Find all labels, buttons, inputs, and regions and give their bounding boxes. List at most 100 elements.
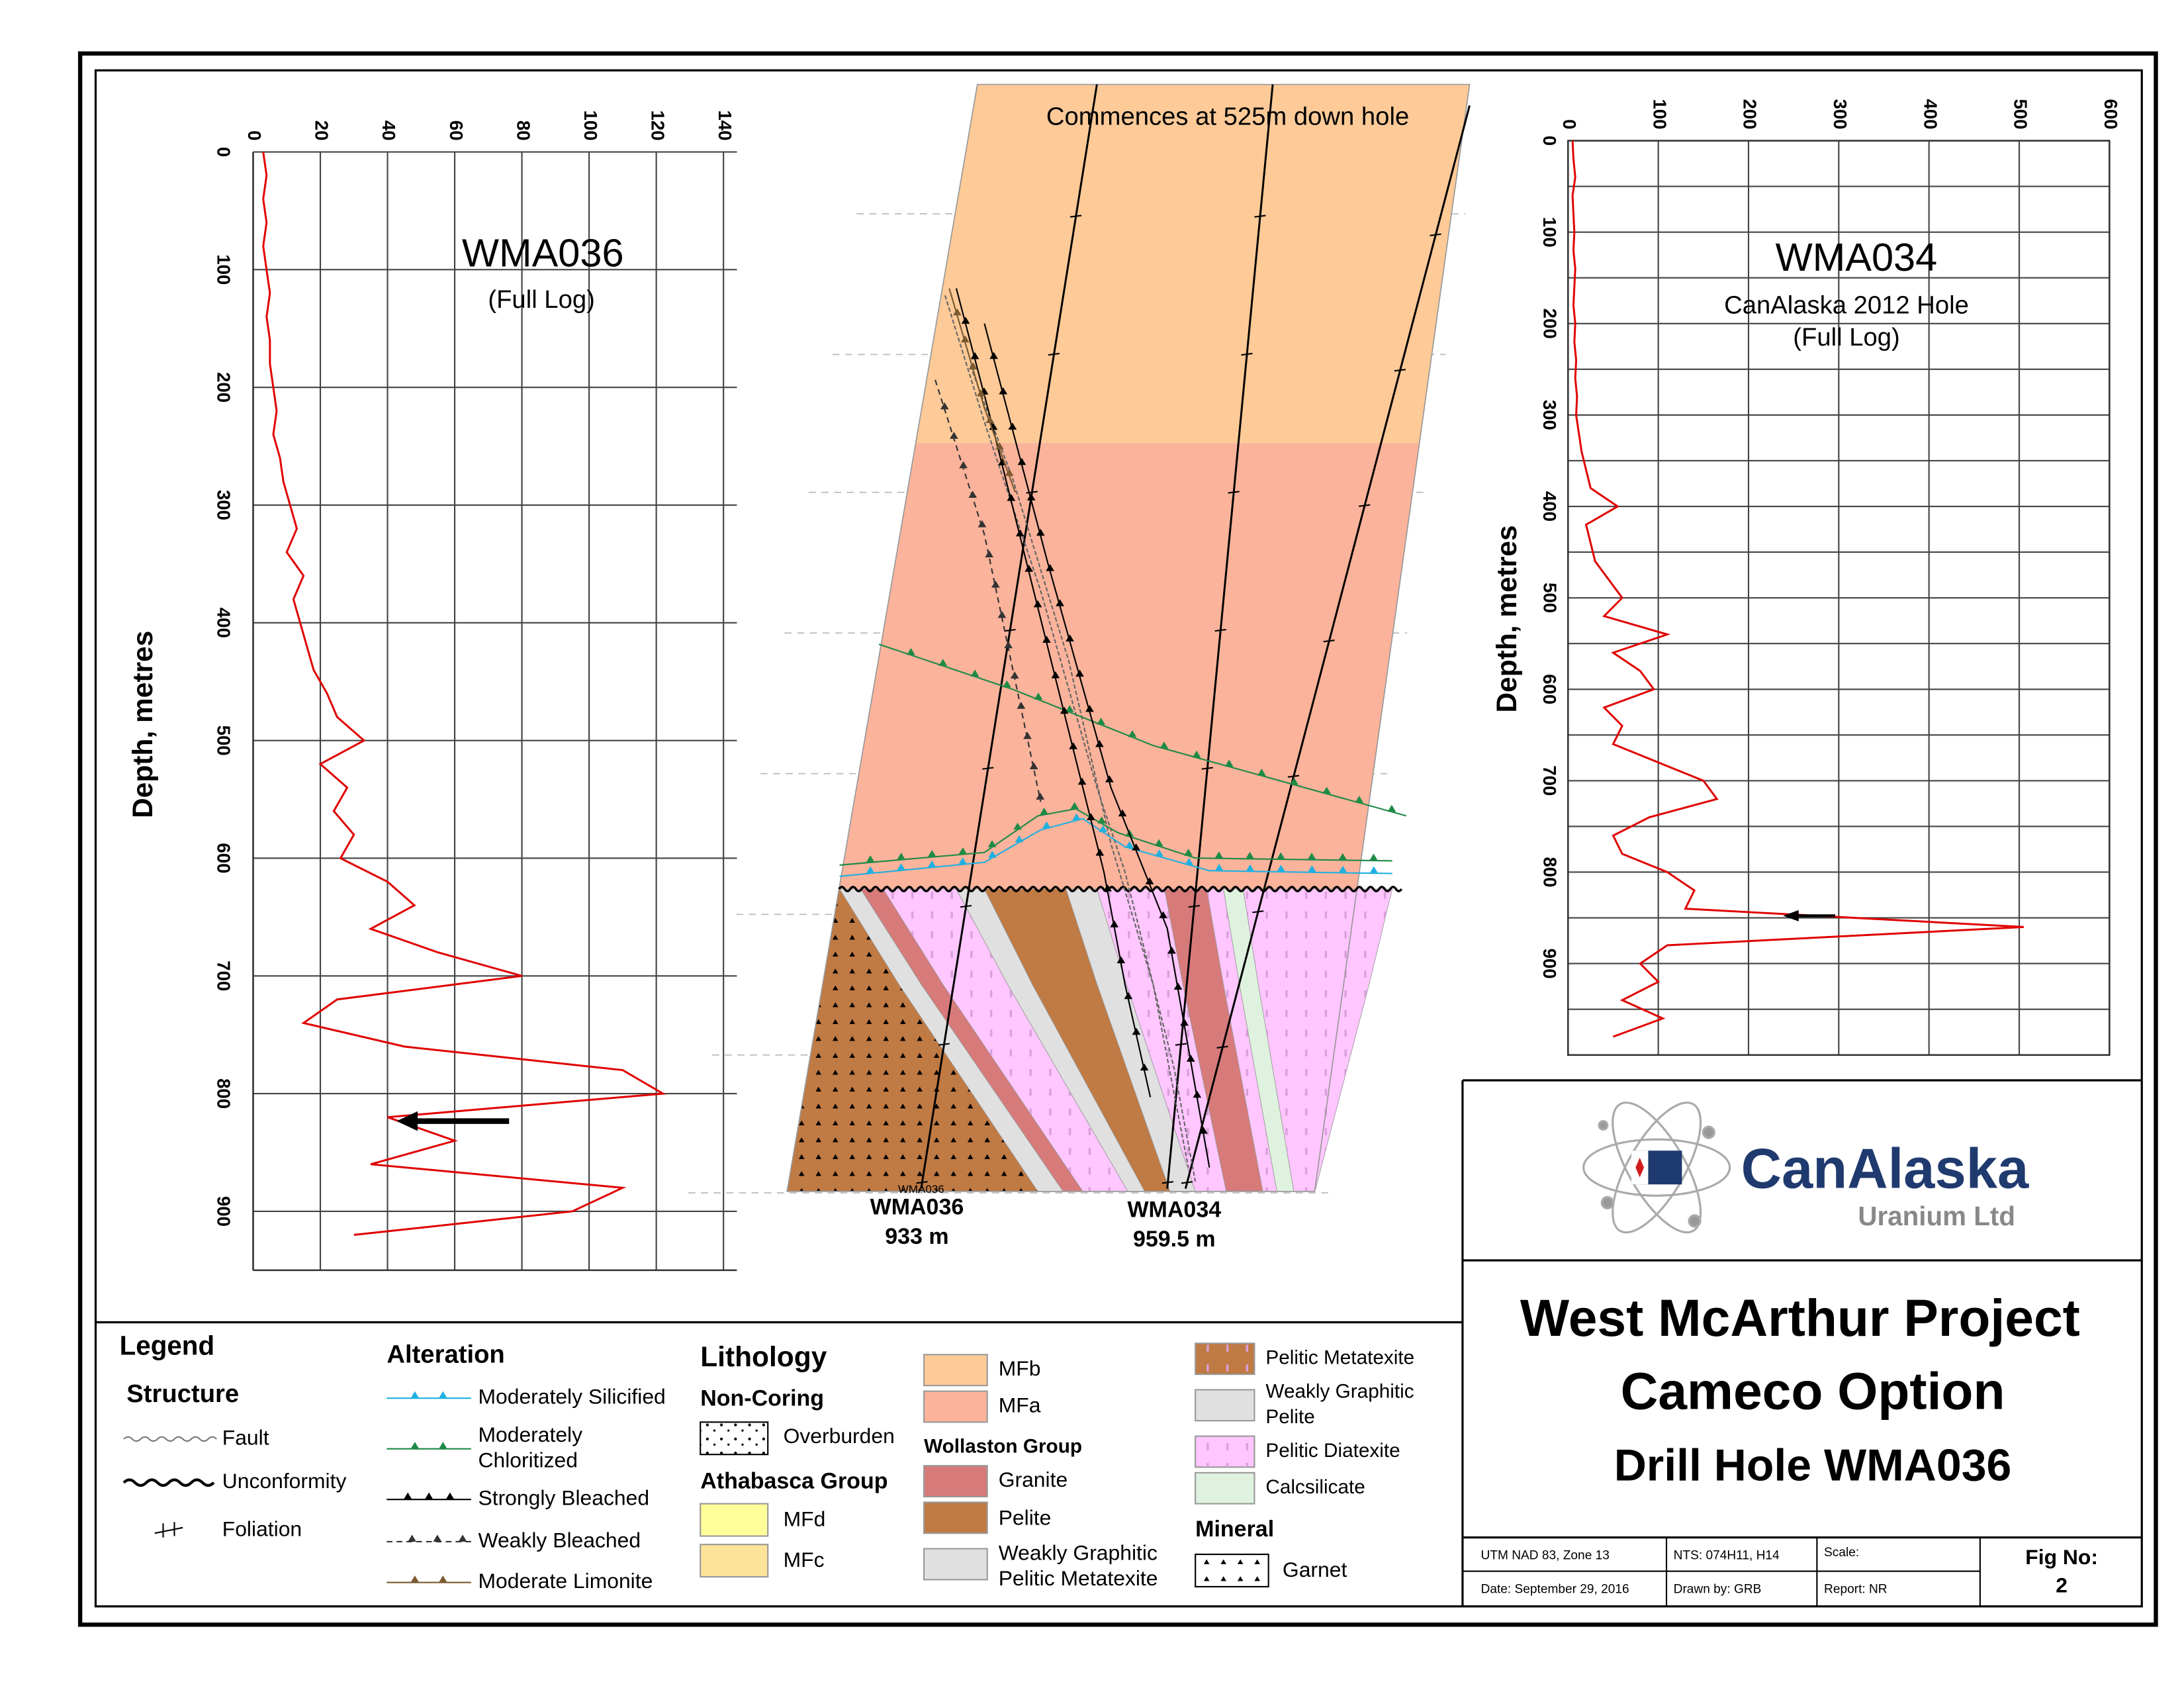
alteration-triangle xyxy=(968,491,978,498)
alteration-triangle xyxy=(995,442,1004,449)
alteration-triangle xyxy=(1173,982,1183,990)
upper-cover xyxy=(1471,84,1482,444)
hole-tick xyxy=(1004,629,1016,632)
legend-item: Moderately Silicified xyxy=(478,1385,665,1409)
x-tick-label: 100 xyxy=(580,110,601,140)
legend-item: Moderately xyxy=(478,1423,582,1446)
arrow xyxy=(1783,910,1836,921)
info-cell: UTM NAD 83, Zone 13 xyxy=(1481,1548,1610,1562)
legend-item: Fault xyxy=(222,1425,269,1449)
legend-item: Overburden xyxy=(784,1424,895,1448)
alteration-triangle xyxy=(1065,705,1074,712)
alteration-triangle xyxy=(1160,741,1169,749)
swatch xyxy=(923,1501,988,1534)
unit-pattern xyxy=(1206,888,1277,1192)
alteration-triangle xyxy=(1017,457,1026,465)
alteration-triangle xyxy=(1097,816,1106,823)
y-tick-label: 300 xyxy=(213,490,234,520)
hole-tick xyxy=(916,1181,928,1184)
hole-name: WMA036 xyxy=(870,1194,964,1219)
y-tick-label: 500 xyxy=(213,726,234,756)
alteration-triangle xyxy=(907,647,915,655)
fig-label: Fig No: xyxy=(2025,1545,2098,1569)
y-tick-label: 200 xyxy=(213,372,234,402)
alteration-triangle xyxy=(968,362,978,369)
alteration-triangle xyxy=(1214,863,1224,871)
hole-tick xyxy=(1287,774,1300,778)
y-tick-label: 500 xyxy=(1539,583,1560,613)
alteration-triangle xyxy=(1034,692,1043,700)
alteration-triangle xyxy=(1246,864,1255,872)
alteration-triangle xyxy=(997,610,1007,618)
hole-tick xyxy=(1201,767,1213,770)
alteration-triangle xyxy=(1118,809,1127,817)
drill-hole xyxy=(920,84,1098,1189)
log-line xyxy=(1571,140,2024,1038)
log-line xyxy=(262,152,666,1236)
info-cell: Date: September 29, 2016 xyxy=(1481,1582,1629,1596)
legend-item: Pelite xyxy=(1265,1406,1314,1428)
hole-tick xyxy=(1252,910,1264,914)
legend-item: Strongly Bleached xyxy=(478,1486,649,1510)
alteration-triangle xyxy=(1369,853,1378,861)
x-tick-label: 140 xyxy=(715,110,735,140)
alteration-triangle xyxy=(1056,599,1064,606)
alteration-triangle xyxy=(1036,792,1045,800)
x-tick-label: 0 xyxy=(1559,119,1580,129)
alteration-triangle xyxy=(1004,641,1013,649)
y-tick-label: 700 xyxy=(1539,765,1560,796)
swatch xyxy=(923,1354,988,1387)
info-cell: Report: NR xyxy=(1824,1582,1888,1596)
alteration-triangle xyxy=(1214,851,1224,859)
y-tick-label: 600 xyxy=(1539,674,1560,704)
hole-tick xyxy=(1188,905,1200,908)
alteration-triangle xyxy=(408,1534,416,1542)
alteration-triangle xyxy=(424,1492,433,1500)
alteration-triangle xyxy=(1180,1018,1189,1026)
alteration-triangle xyxy=(958,847,968,855)
alteration-triangle xyxy=(1003,680,1011,688)
legend-item: Pelite xyxy=(999,1505,1052,1529)
alteration-triangle xyxy=(1124,992,1133,1000)
alteration-triangle xyxy=(1307,853,1316,860)
alteration-triangle xyxy=(959,461,968,469)
alteration-triangle xyxy=(985,550,994,557)
alteration-triangle xyxy=(1192,750,1201,758)
alteration-triangle xyxy=(1132,843,1140,851)
alteration-triangle xyxy=(1051,671,1060,679)
alteration-triangle xyxy=(961,316,970,324)
alteration-triangle xyxy=(1010,671,1019,679)
alteration-triangle xyxy=(410,1442,420,1449)
alteration-triangle xyxy=(1029,762,1038,770)
alteration-triangle xyxy=(1184,849,1193,856)
alteration-triangle xyxy=(1290,777,1298,785)
fault xyxy=(970,365,1189,1168)
alteration-triangle xyxy=(897,853,906,860)
y-tick-label: 300 xyxy=(1539,400,1560,430)
alteration-triangle xyxy=(987,840,997,847)
alteration-triangle xyxy=(988,851,997,858)
alteration-triangle xyxy=(1077,777,1087,785)
alteration-triangle xyxy=(1097,718,1105,725)
project-title: Drill Hole WMA036 xyxy=(1614,1440,2012,1490)
alteration-triangle xyxy=(1040,808,1049,815)
alteration-triangle xyxy=(1116,956,1126,964)
alteration-triangle xyxy=(1007,493,1016,501)
info-cell: NTS: 074H11, H14 xyxy=(1674,1548,1780,1562)
alteration-triangle xyxy=(438,1442,447,1449)
alteration-triangle xyxy=(1033,600,1042,608)
y-axis-label: Depth, metres xyxy=(128,631,159,818)
legend-item: MFb xyxy=(999,1356,1041,1380)
alteration-triangle xyxy=(1023,731,1032,739)
alteration-triangle xyxy=(927,850,936,857)
swatch xyxy=(700,1421,769,1456)
alteration-line xyxy=(878,643,1407,817)
swatch xyxy=(923,1390,988,1423)
title-block: CanAlaska Uranium Ltd West McArthur Proj… xyxy=(1462,1102,2142,1607)
chart-subtitle: (Full Log) xyxy=(488,285,595,314)
alteration-triangle xyxy=(1046,563,1054,571)
legend-item: Weakly Bleached xyxy=(478,1528,641,1552)
info-cell: Scale: xyxy=(1824,1546,1859,1560)
unit-mfb xyxy=(915,84,1470,444)
legend-item: MFa xyxy=(999,1393,1041,1417)
